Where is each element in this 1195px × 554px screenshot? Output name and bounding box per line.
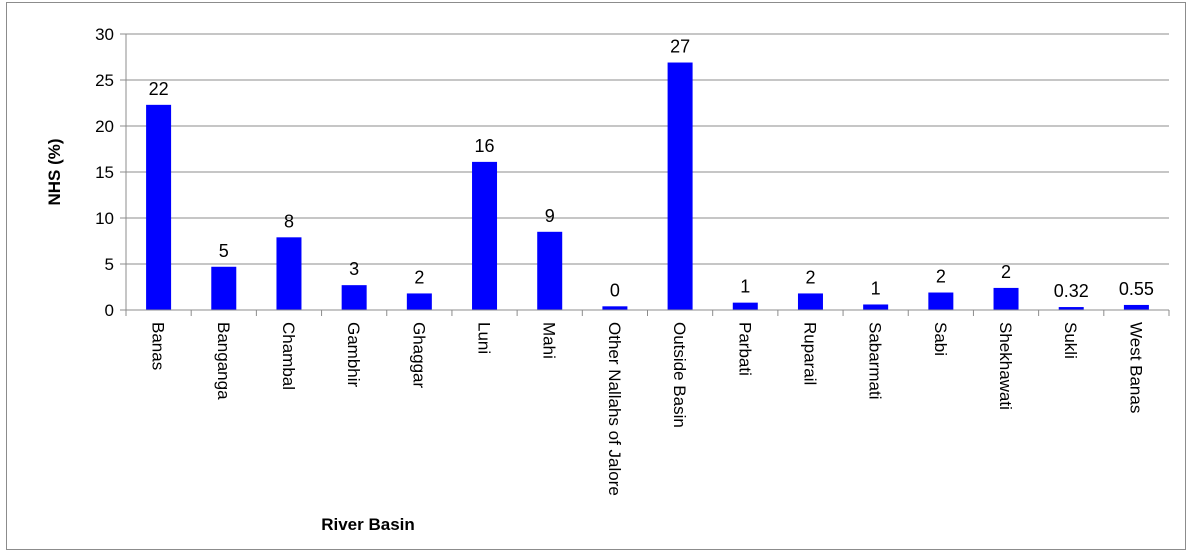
category-label: Banganga: [214, 322, 233, 400]
axes: [120, 33, 1170, 316]
data-label: 0.32: [1054, 281, 1089, 301]
y-tick-label: 15: [95, 163, 114, 182]
bar: [797, 293, 823, 310]
y-tick-label: 25: [95, 71, 114, 90]
data-label: 8: [284, 211, 294, 231]
category-label: Outside Basin: [670, 322, 689, 428]
bar: [732, 302, 758, 310]
bar: [993, 287, 1019, 310]
bar: [1123, 304, 1149, 310]
bar: [863, 304, 889, 310]
category-label: Luni: [475, 322, 494, 354]
bar: [211, 266, 237, 310]
category-label: Shekhawati: [996, 322, 1015, 410]
category-label: Banas: [149, 322, 168, 370]
bar: [1058, 307, 1084, 310]
x-axis-title: River Basin: [321, 515, 415, 534]
category-label: Sukli: [1061, 322, 1080, 359]
bar: [928, 292, 954, 310]
chart-frame: [6, 2, 1186, 550]
data-label: 16: [475, 136, 495, 156]
bar: [406, 293, 432, 310]
bar: [341, 285, 367, 310]
bar: [602, 306, 628, 310]
bar: [667, 62, 693, 310]
category-label: West Banas: [1126, 322, 1145, 413]
data-label: 0.55: [1119, 279, 1154, 299]
category-label: Sabarmati: [866, 322, 885, 399]
data-label: 2: [1001, 262, 1011, 282]
category-label: Chambal: [279, 322, 298, 390]
data-label: 2: [414, 267, 424, 287]
y-tick-label: 10: [95, 209, 114, 228]
bars: [146, 62, 1149, 310]
y-tick-label: 20: [95, 117, 114, 136]
data-label: 2: [805, 267, 815, 287]
data-label: 22: [149, 79, 169, 99]
data-label: 0: [610, 280, 620, 300]
labels: 05101520253022Banas5Banganga8Chambal3Gam…: [95, 25, 1154, 496]
data-label: 5: [219, 241, 229, 261]
data-label: 3: [349, 259, 359, 279]
category-label: Mahi: [540, 322, 559, 359]
category-label: Ruparail: [800, 322, 819, 385]
gridlines: [126, 33, 1169, 265]
y-tick-label: 30: [95, 25, 114, 44]
y-tick-label: 5: [105, 255, 114, 274]
data-label: 27: [670, 37, 690, 57]
data-label: 2: [936, 267, 946, 287]
category-label: Gambhir: [344, 322, 363, 388]
bar: [146, 104, 172, 310]
category-label: Other Nallahs of Jalore: [605, 322, 624, 496]
bar: [537, 231, 563, 310]
bar: [472, 161, 498, 310]
data-label: 1: [871, 278, 881, 298]
data-label: 9: [545, 206, 555, 226]
bar: [276, 237, 302, 310]
y-tick-label: 0: [105, 301, 114, 320]
category-label: Sabi: [931, 322, 950, 356]
y-axis-title: NHS (%): [45, 138, 64, 205]
category-label: Parbati: [735, 322, 754, 376]
data-label: 1: [740, 277, 750, 297]
category-label: Ghaggar: [409, 322, 428, 388]
